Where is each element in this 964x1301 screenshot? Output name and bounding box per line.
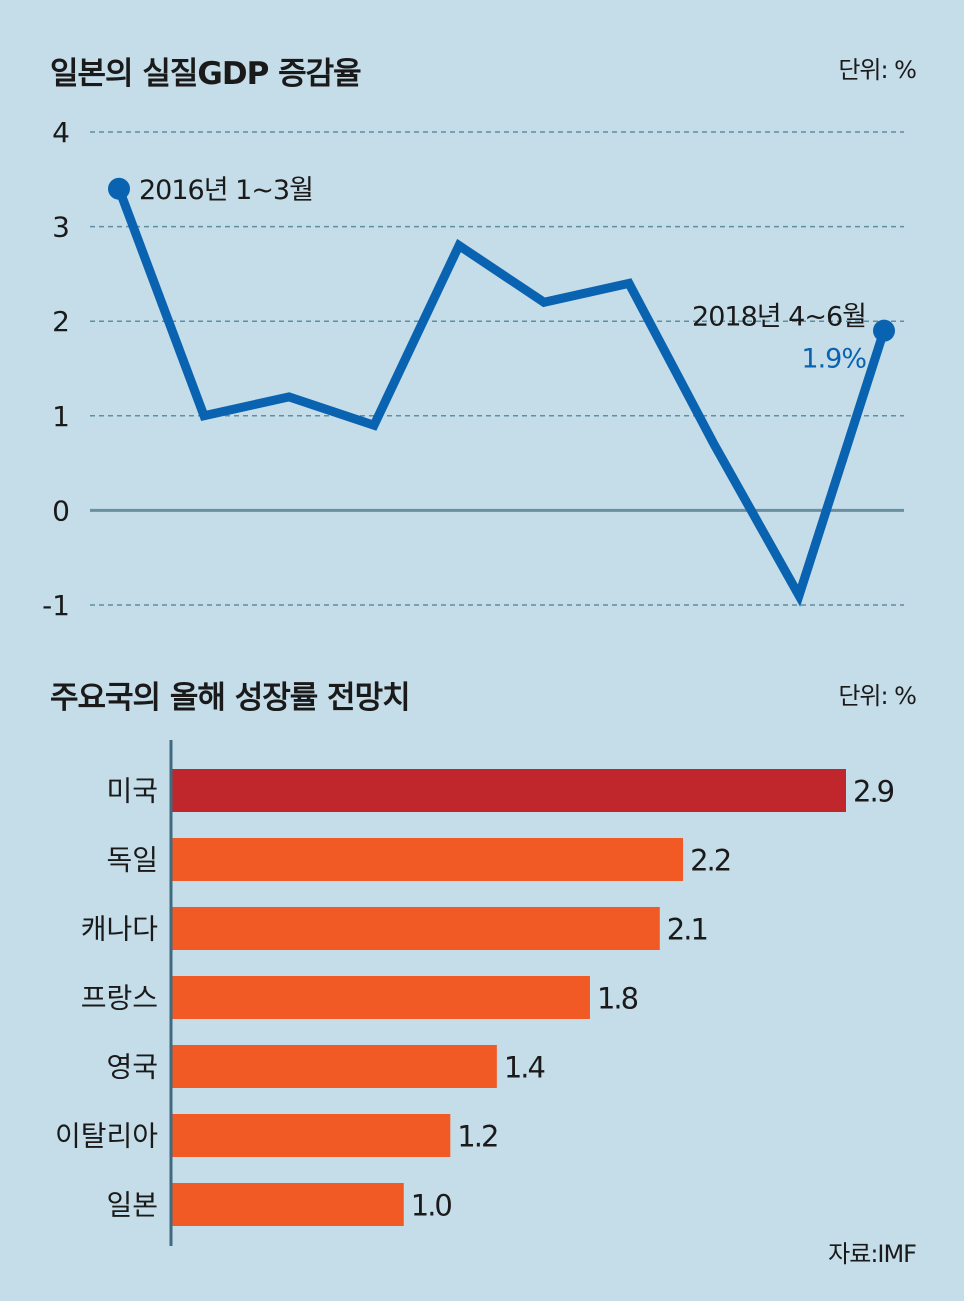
- bar-category-label: 프랑스: [81, 982, 158, 1015]
- y-tick-label: 1: [52, 400, 70, 433]
- y-tick-label: 4: [52, 116, 70, 149]
- bar-3: [171, 976, 590, 1019]
- start-point-marker: [108, 177, 130, 200]
- bar-category-label: 일본: [106, 1189, 158, 1222]
- gdp-series-line: [114, 187, 889, 607]
- y-tick-label: -1: [42, 589, 70, 622]
- bar-category-label: 미국: [106, 775, 158, 808]
- bar-category-label: 독일: [106, 844, 158, 877]
- bar-6: [171, 1183, 404, 1226]
- source-note: 자료:IMF: [828, 1240, 917, 1268]
- end-point-marker: [873, 319, 895, 342]
- bar-4: [171, 1045, 497, 1088]
- bar-value-label: 2.9: [853, 775, 894, 809]
- bar-0: [171, 769, 846, 812]
- start-point-label: 2016년 1~3월: [139, 175, 313, 206]
- line-chart-title: 일본의 실질GDP 증감율: [50, 56, 362, 92]
- bar-category-label: 영국: [106, 1051, 158, 1084]
- y-tick-label: 0: [52, 494, 70, 527]
- bar-value-label: 1.8: [597, 982, 638, 1016]
- end-point-label: 2018년 4~6월: [692, 302, 866, 333]
- bar-2: [171, 907, 660, 950]
- bar-5: [171, 1114, 451, 1157]
- bar-value-label: 1.4: [504, 1051, 545, 1085]
- bar-chart-title: 주요국의 올해 성장률 전망치: [50, 680, 411, 716]
- line-chart: 4 3 2 1 0 -1 2016년 1~3월 2018년 4~6월 1.9%: [42, 116, 904, 622]
- line-chart-unit: 단위: %: [838, 56, 917, 84]
- bar-chart-unit: 단위: %: [838, 682, 917, 710]
- y-tick-label: 2: [52, 305, 70, 338]
- bar-value-label: 1.2: [457, 1120, 497, 1154]
- bar-value-label: 1.0: [411, 1189, 452, 1223]
- y-tick-label: 3: [52, 211, 70, 244]
- bar-value-label: 2.1: [667, 913, 707, 947]
- end-point-value-label: 1.9%: [801, 344, 866, 375]
- bar-category-label: 이탈리아: [55, 1120, 158, 1153]
- bar-1: [171, 838, 684, 881]
- bar-value-label: 2.2: [690, 844, 730, 878]
- bar-category-label: 캐나다: [81, 913, 158, 946]
